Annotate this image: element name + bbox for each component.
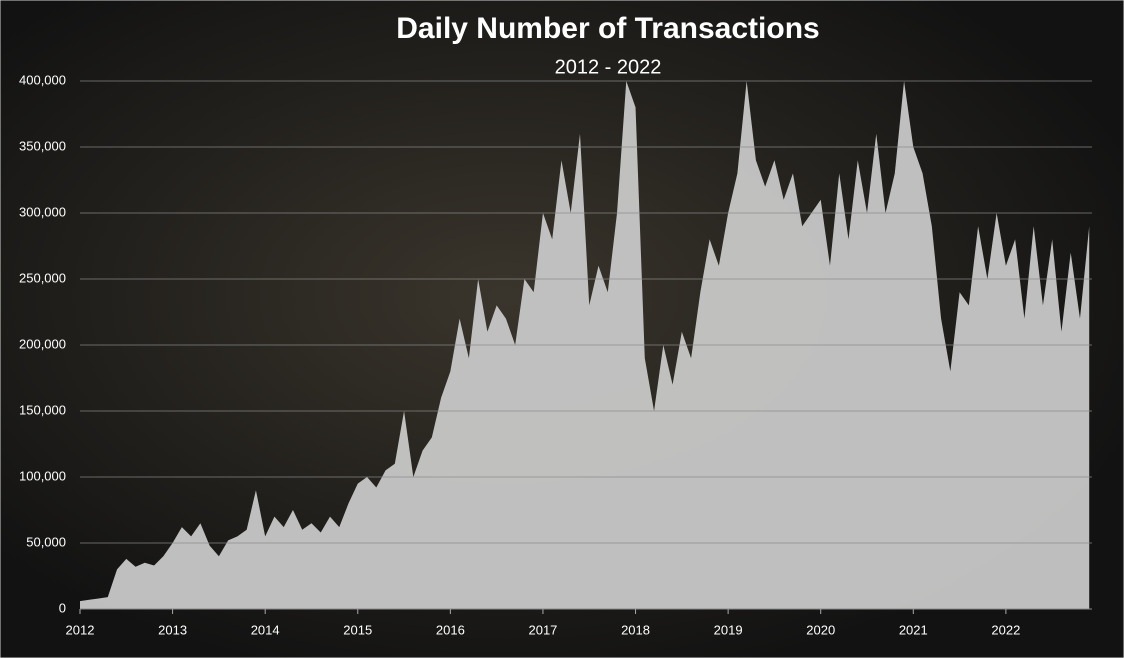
x-tick-label: 2019 bbox=[714, 622, 743, 637]
x-tick-label: 2018 bbox=[621, 622, 650, 637]
y-tick-label: 200,000 bbox=[19, 336, 66, 351]
y-tick-label: 400,000 bbox=[19, 72, 66, 87]
x-tick-label: 2020 bbox=[806, 622, 835, 637]
x-tick-label: 2022 bbox=[991, 622, 1020, 637]
chart-subtitle: 2012 - 2022 bbox=[555, 56, 662, 78]
y-tick-label: 300,000 bbox=[19, 204, 66, 219]
y-tick-label: 0 bbox=[59, 600, 66, 615]
y-tick-label: 350,000 bbox=[19, 138, 66, 153]
x-tick-label: 2015 bbox=[343, 622, 372, 637]
x-tick-label: 2012 bbox=[66, 622, 95, 637]
chart-title: Daily Number of Transactions bbox=[396, 12, 819, 45]
x-tick-label: 2013 bbox=[158, 622, 187, 637]
x-tick-label: 2021 bbox=[899, 622, 928, 637]
y-tick-label: 250,000 bbox=[19, 270, 66, 285]
x-tick-label: 2014 bbox=[251, 622, 280, 637]
y-tick-label: 100,000 bbox=[19, 468, 66, 483]
y-tick-label: 150,000 bbox=[19, 402, 66, 417]
y-tick-label: 50,000 bbox=[26, 534, 66, 549]
x-tick-label: 2017 bbox=[528, 622, 557, 637]
x-tick-label: 2016 bbox=[436, 622, 465, 637]
